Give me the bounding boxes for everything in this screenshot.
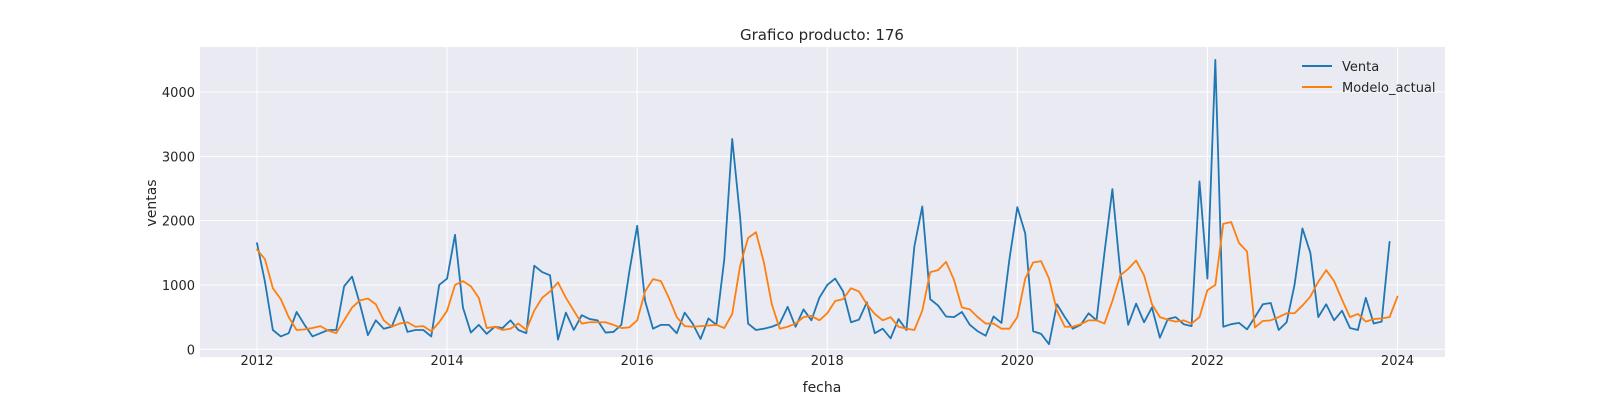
legend: Venta Modelo_actual <box>1302 60 1436 96</box>
y-tick-label: 2000 <box>162 215 195 230</box>
x-axis: 2012 2014 2016 2018 2020 2022 2024 <box>240 354 1414 369</box>
legend-label: Modelo_actual <box>1342 81 1436 96</box>
y-tick-label: 1000 <box>162 279 195 294</box>
y-tick-label: 3000 <box>162 150 195 165</box>
x-tick-label: 2018 <box>811 354 844 369</box>
x-tick-label: 2022 <box>1191 354 1224 369</box>
y-axis-label: ventas <box>144 179 160 226</box>
series-line-venta <box>256 58 1391 346</box>
grid <box>200 47 1445 357</box>
x-tick-label: 2020 <box>1001 354 1034 369</box>
x-tick-label: 2014 <box>431 354 464 369</box>
x-tick-label: 2016 <box>621 354 654 369</box>
y-tick-label: 0 <box>187 343 195 358</box>
series-layer <box>256 58 1399 346</box>
x-axis-label: fecha <box>803 380 842 396</box>
x-tick-label: 2024 <box>1381 354 1414 369</box>
x-tick-label: 2012 <box>240 354 273 369</box>
legend-label: Venta <box>1342 60 1379 75</box>
series-line-modelo-actual <box>256 221 1399 335</box>
plot-area <box>200 47 1445 357</box>
chart-title: Grafico producto: 176 <box>740 26 904 44</box>
y-tick-label: 4000 <box>162 86 195 101</box>
y-axis: 0 1000 2000 3000 4000 <box>162 86 195 358</box>
